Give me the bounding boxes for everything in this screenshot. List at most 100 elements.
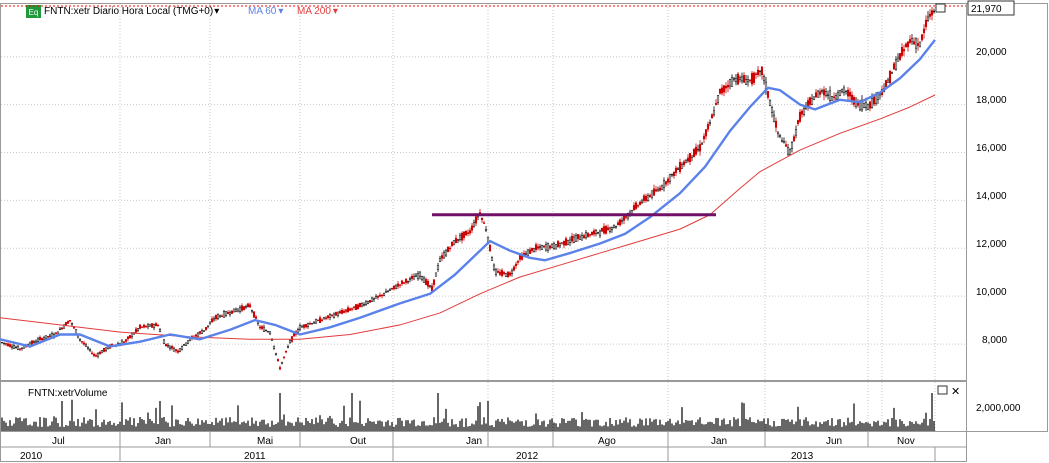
candle-body: [152, 324, 156, 329]
volume-bar: [553, 422, 555, 431]
candle-body: [474, 216, 478, 224]
candle-body: [306, 323, 310, 327]
volume-bar: [687, 420, 689, 431]
month-label-nov: Nov: [897, 436, 915, 447]
candle-body: [750, 73, 754, 85]
volume-bar: [369, 421, 371, 431]
volume-bar: [339, 423, 341, 431]
candle-body: [338, 311, 342, 314]
candle-body: [684, 159, 688, 164]
candle-body: [250, 310, 254, 312]
candle-body: [794, 129, 798, 136]
candle-body: [46, 336, 50, 338]
volume-bar: [475, 420, 477, 431]
ma60-label[interactable]: MA 60 ▾: [248, 6, 283, 17]
ma200-label[interactable]: MA 200 ▾: [297, 6, 338, 17]
candle-body: [198, 331, 202, 334]
candle-body: [620, 220, 624, 222]
volume-bar: [51, 421, 53, 431]
candle-body: [718, 88, 722, 94]
candle-body: [534, 244, 538, 250]
symbol-label[interactable]: FNTN:xetr Diario Hora Local (TMG+0)▾: [44, 6, 219, 17]
volume-bar: [359, 400, 361, 431]
price-panel-maximize-icon[interactable]: [935, 3, 946, 13]
volume-bar: [181, 424, 183, 431]
series-lines: [0, 7, 936, 371]
volume-bar: [905, 426, 907, 431]
volume-bar: [709, 421, 711, 431]
volume-bar: [265, 424, 267, 431]
volume-bar: [599, 425, 601, 431]
volume-bar: [711, 422, 713, 431]
candle-body: [414, 274, 418, 278]
volume-bar: [499, 421, 501, 431]
volume-bar: [865, 422, 867, 431]
volume-bar: [899, 419, 901, 431]
volume-bar: [693, 424, 695, 431]
candle-body: [828, 90, 832, 101]
volume-bar: [11, 425, 13, 431]
candle-body: [412, 276, 416, 280]
volume-maximize-icon[interactable]: [937, 385, 948, 395]
candle-body: [172, 347, 176, 352]
candle-body: [296, 329, 300, 333]
volume-bar: [539, 425, 541, 431]
volume-bar: [171, 405, 173, 431]
volume-bar: [459, 420, 461, 431]
candle-body: [692, 148, 696, 158]
candle-body: [292, 333, 296, 337]
candle-body: [374, 296, 378, 299]
volume-bar: [289, 422, 291, 431]
volume-bar: [645, 418, 647, 431]
volume-bar: [933, 421, 935, 431]
volume-bar: [723, 418, 725, 431]
candle-body: [532, 247, 536, 252]
volume-bar: [401, 420, 403, 431]
candle-body: [528, 249, 532, 254]
volume-bar: [811, 424, 813, 431]
volume-bar: [15, 417, 17, 431]
volume-bar: [235, 421, 237, 431]
volume-bar: [161, 417, 163, 431]
candle-body: [146, 324, 150, 328]
volume-bar: [853, 403, 855, 431]
volume-bar: [263, 419, 265, 431]
candle-body: [786, 147, 790, 155]
month-label-out: Out: [350, 436, 366, 447]
volume-bar: [801, 425, 803, 431]
candle-body: [4, 343, 8, 345]
candle-body: [40, 338, 44, 341]
candle-body: [886, 79, 890, 83]
volume-bar: [689, 420, 691, 431]
candle-body: [868, 101, 872, 109]
volume-bar: [463, 426, 465, 431]
volume-close-icon[interactable]: ✕: [951, 385, 960, 398]
candle-body: [406, 281, 410, 283]
price-tick-18000: 18,000: [976, 95, 1007, 106]
volume-bar: [293, 425, 295, 431]
volume-bar: [229, 417, 231, 431]
volume-bar: [527, 426, 529, 431]
volume-bar: [683, 422, 685, 431]
candle-body: [582, 235, 586, 238]
candle-body: [896, 57, 900, 62]
volume-bar: [789, 421, 791, 431]
volume-bar: [221, 418, 223, 431]
volume-bar: [425, 425, 427, 431]
volume-bar: [7, 426, 9, 431]
volume-bar: [541, 421, 543, 431]
candle-body: [550, 243, 554, 248]
volume-bar: [371, 421, 373, 431]
volume-bar: [531, 425, 533, 431]
candle-body: [500, 270, 504, 276]
volume-bar: [771, 426, 773, 431]
volume-bar: [473, 424, 475, 431]
volume-bar: [363, 425, 365, 431]
volume-bar: [317, 422, 319, 431]
candle-body: [772, 114, 776, 123]
volume-bar: [605, 421, 607, 431]
candle-body: [774, 120, 778, 128]
volume-bar: [307, 421, 309, 431]
candle-body: [744, 79, 748, 85]
month-label-ago: Ago: [598, 436, 616, 447]
